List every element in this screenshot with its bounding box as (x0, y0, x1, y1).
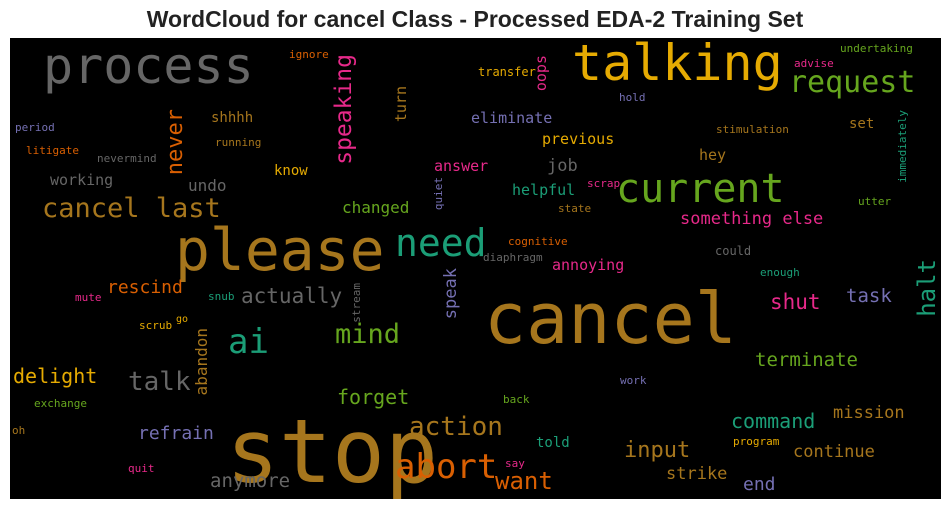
word-nevermind: nevermind (97, 152, 157, 165)
word-annoying: annoying (552, 256, 625, 274)
word-diaphragm: diaphragm (483, 251, 543, 264)
word-hey: hey (699, 146, 727, 164)
word-input: input (624, 438, 691, 463)
word-end: end (743, 474, 776, 495)
word-transfer: transfer (478, 65, 536, 79)
word-stream: stream (350, 283, 363, 323)
word-request: request (789, 65, 916, 100)
word-state: state (558, 202, 592, 215)
word-mind: mind (335, 319, 401, 350)
word-ignore: ignore (289, 48, 329, 61)
word-anymore: anymore (210, 470, 291, 492)
word-cloud-canvas: stop cancel please talking process current nee… (10, 38, 941, 499)
word-enough: enough (760, 266, 800, 279)
word-refrain: refrain (138, 423, 214, 444)
word-could: could (715, 244, 752, 258)
word-mute: mute (75, 291, 102, 304)
word-running: running (215, 136, 262, 149)
word-process: process (43, 38, 254, 95)
word-job: job (547, 156, 578, 176)
word-advise: advise (794, 57, 834, 70)
word-need: need (395, 221, 487, 265)
word-mission: mission (833, 403, 905, 423)
word-stop: stop (226, 400, 438, 499)
word-undertaking: undertaking (840, 42, 913, 55)
word-actually: actually (241, 284, 343, 308)
word-told: told (536, 435, 570, 451)
word-hold: hold (619, 91, 646, 104)
word-want: want (495, 467, 553, 495)
word-snub: snub (208, 290, 235, 303)
word-work: work (620, 374, 647, 387)
word-back: back (503, 393, 530, 406)
word-strike: strike (666, 464, 728, 484)
word-immediately: immediately (896, 110, 909, 183)
word-rescind: rescind (107, 277, 183, 298)
word-current: current (616, 166, 785, 212)
word-set: set (849, 116, 875, 132)
word-halt: halt (913, 259, 941, 317)
word-something-else: something else (680, 209, 824, 229)
word-delight: delight (13, 364, 98, 388)
word-shhhh: shhhh (211, 110, 254, 126)
word-terminate: terminate (755, 349, 858, 371)
word-abort: abort (395, 447, 498, 487)
word-quiet: quiet (432, 177, 445, 211)
word-speak: speak (441, 268, 461, 320)
word-shut: shut (770, 290, 821, 314)
word-continue: continue (793, 442, 875, 462)
word-never: never (163, 109, 188, 176)
word-know: know (274, 163, 308, 179)
word-period: period (15, 121, 55, 134)
word-eliminate: eliminate (471, 109, 553, 127)
word-working: working (50, 171, 114, 189)
word-helpful: helpful (512, 181, 576, 199)
chart-title: WordCloud for cancel Class - Processed E… (146, 6, 804, 32)
word-scrub: scrub (139, 319, 173, 332)
word-cognitive: cognitive (508, 235, 568, 248)
word-quit: quit (128, 462, 155, 475)
word-program: program (733, 435, 780, 448)
word-answer: answer (434, 157, 489, 175)
word-go: go (176, 314, 189, 325)
word-action: action (409, 412, 503, 442)
word-undo: undo (188, 176, 227, 195)
word-previous: previous (542, 130, 615, 148)
word-forget: forget (337, 385, 410, 409)
word-oops: oops (532, 55, 550, 92)
word-command: command (731, 409, 816, 433)
word-scrap: scrap (587, 177, 621, 190)
word-cancel-last: cancel last (42, 193, 221, 224)
word-exchange: exchange (34, 397, 87, 410)
word-stimulation: stimulation (716, 123, 789, 136)
word-speaking: speaking (331, 54, 357, 165)
word-task: task (846, 285, 892, 307)
word-changed: changed (342, 198, 410, 217)
word-abandon: abandon (192, 328, 211, 396)
word-ai: ai (228, 322, 269, 362)
word-oh: oh (12, 424, 26, 437)
word-utter: utter (858, 195, 892, 208)
word-say: say (505, 457, 525, 470)
word-please: please (175, 216, 385, 284)
word-talk: talk (128, 367, 191, 397)
word-talking: talking (572, 38, 783, 92)
word-cancel: cancel (484, 278, 737, 360)
word-litigate: litigate (26, 144, 79, 157)
word-turn: turn (392, 86, 410, 123)
